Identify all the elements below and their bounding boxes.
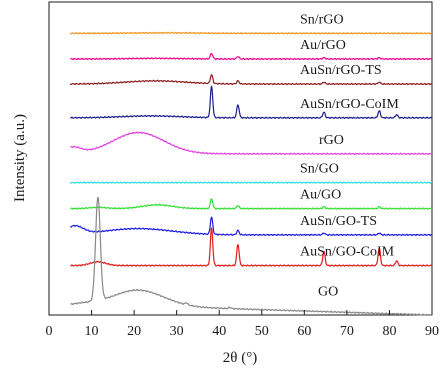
series-label: rGO <box>319 133 344 148</box>
plot-frame <box>48 1 433 316</box>
x-tick-label: 50 <box>255 324 269 339</box>
x-tick-label: 10 <box>85 324 99 339</box>
x-tick-label: 80 <box>382 324 396 339</box>
series-label: AuSn/rGO-TS <box>300 63 382 78</box>
series-line-ausn-go-coim <box>70 227 433 267</box>
series-line-sn-rgo <box>69 31 433 35</box>
series-label: AuSn/rGO-CoIM <box>300 97 399 112</box>
series-label: AuSn/GO-CoIM <box>300 245 395 260</box>
y-axis-label: Intensity (a.u.) <box>12 114 28 202</box>
series-label: Sn/rGO <box>300 12 344 27</box>
series-line-au-go <box>70 198 433 210</box>
series-line-au-rgo <box>70 52 433 61</box>
x-tick-label: 0 <box>46 324 53 339</box>
series-line-ausn-go-ts <box>69 216 433 237</box>
series-line-sn-go <box>69 181 433 184</box>
x-axis-ticks: 0 10 20 30 40 50 60 70 80 90 <box>46 310 439 339</box>
series-label: Au/GO <box>300 188 341 203</box>
series-label: Sn/GO <box>300 162 339 177</box>
series-line-rgo <box>70 131 433 156</box>
series-line-ausn-rgo-ts <box>69 74 433 86</box>
x-axis-label: 2θ (°) <box>223 350 257 366</box>
series-line-go <box>70 196 433 317</box>
series-label-layer: Sn/rGO Au/rGO AuSn/rGO-TS AuSn/rGO-CoIM rGO S… <box>300 12 399 299</box>
x-tick-label: 60 <box>297 324 311 339</box>
x-tick-label: 70 <box>340 324 354 339</box>
x-tick-label: 30 <box>170 324 184 339</box>
series-line-ausn-rgo-coim <box>70 85 433 120</box>
x-tick-label: 20 <box>127 324 141 339</box>
series-layer <box>69 31 433 317</box>
x-tick-label: 40 <box>212 324 226 339</box>
series-label: AuSn/GO-TS <box>300 214 377 229</box>
x-tick-label: 90 <box>425 324 439 339</box>
series-label: GO <box>318 285 338 300</box>
series-label: Au/rGO <box>300 38 346 53</box>
